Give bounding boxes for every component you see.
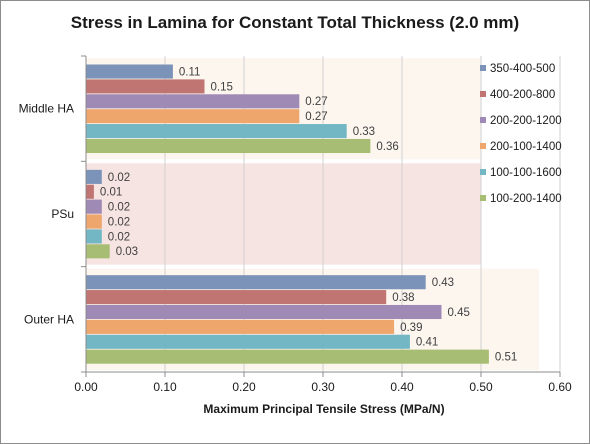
- x-tick-label: 0.10: [153, 380, 177, 394]
- bar: [86, 214, 102, 229]
- category-label: Outer HA: [24, 312, 74, 326]
- bar: [86, 64, 173, 79]
- bar: [86, 275, 426, 290]
- bar: [86, 334, 410, 349]
- bar: [86, 169, 102, 184]
- x-tick-label: 0.30: [311, 380, 335, 394]
- bar: [86, 79, 205, 94]
- legend-swatch: [480, 91, 486, 97]
- x-tick-label: 0.40: [390, 380, 414, 394]
- bar: [86, 349, 489, 364]
- bar: [86, 229, 102, 244]
- chart-title: Stress in Lamina for Constant Total Thic…: [70, 13, 520, 32]
- bar: [86, 94, 300, 109]
- legend-label: 100-200-1400: [490, 193, 562, 205]
- bar: [86, 304, 442, 320]
- legend-swatch: [480, 143, 486, 149]
- legend-label: 100-100-1600: [490, 167, 562, 179]
- data-label: 0.03: [116, 246, 138, 258]
- data-label: 0.02: [108, 172, 130, 184]
- data-label: 0.33: [353, 126, 375, 138]
- legend-swatch: [480, 169, 486, 175]
- data-label: 0.02: [108, 216, 130, 228]
- bar: [86, 138, 371, 154]
- data-label: 0.51: [495, 352, 517, 364]
- category-band: [86, 163, 481, 265]
- data-label: 0.01: [100, 187, 122, 199]
- data-label: 0.38: [392, 292, 414, 304]
- data-label: 0.27: [305, 96, 327, 108]
- x-axis-title: Maximum Principal Tensile Stress (MPa/N): [203, 402, 445, 416]
- x-tick-label: 0.20: [232, 380, 256, 394]
- bar: [86, 244, 110, 259]
- legend-label: 400-200-800: [490, 89, 555, 101]
- legend-swatch: [480, 195, 486, 201]
- data-label: 0.15: [211, 81, 233, 93]
- data-label: 0.41: [416, 337, 438, 349]
- legend-label: 350-400-500: [490, 63, 555, 75]
- data-label: 0.02: [108, 202, 130, 214]
- data-label: 0.45: [448, 307, 470, 319]
- data-label: 0.11: [179, 66, 201, 78]
- bar: [86, 124, 347, 139]
- x-tick-label: 0.50: [469, 380, 493, 394]
- x-tick-label: 0.00: [74, 380, 98, 394]
- legend-swatch: [480, 117, 486, 123]
- category-label: PSu: [51, 207, 74, 221]
- bar: [86, 290, 387, 305]
- bar: [86, 319, 395, 334]
- bar: [86, 184, 94, 199]
- data-label: 0.39: [400, 322, 422, 334]
- legend-label: 200-100-1400: [490, 141, 562, 153]
- category-label: Middle HA: [19, 102, 74, 116]
- data-label: 0.02: [108, 231, 130, 243]
- legend-label: 200-200-1200: [490, 115, 562, 127]
- data-label: 0.27: [305, 111, 327, 123]
- bar: [86, 199, 102, 214]
- data-label: 0.36: [376, 141, 398, 153]
- legend-swatch: [480, 65, 486, 71]
- data-label: 0.43: [432, 277, 454, 289]
- x-tick-label: 0.60: [548, 380, 572, 394]
- bar: [86, 109, 300, 124]
